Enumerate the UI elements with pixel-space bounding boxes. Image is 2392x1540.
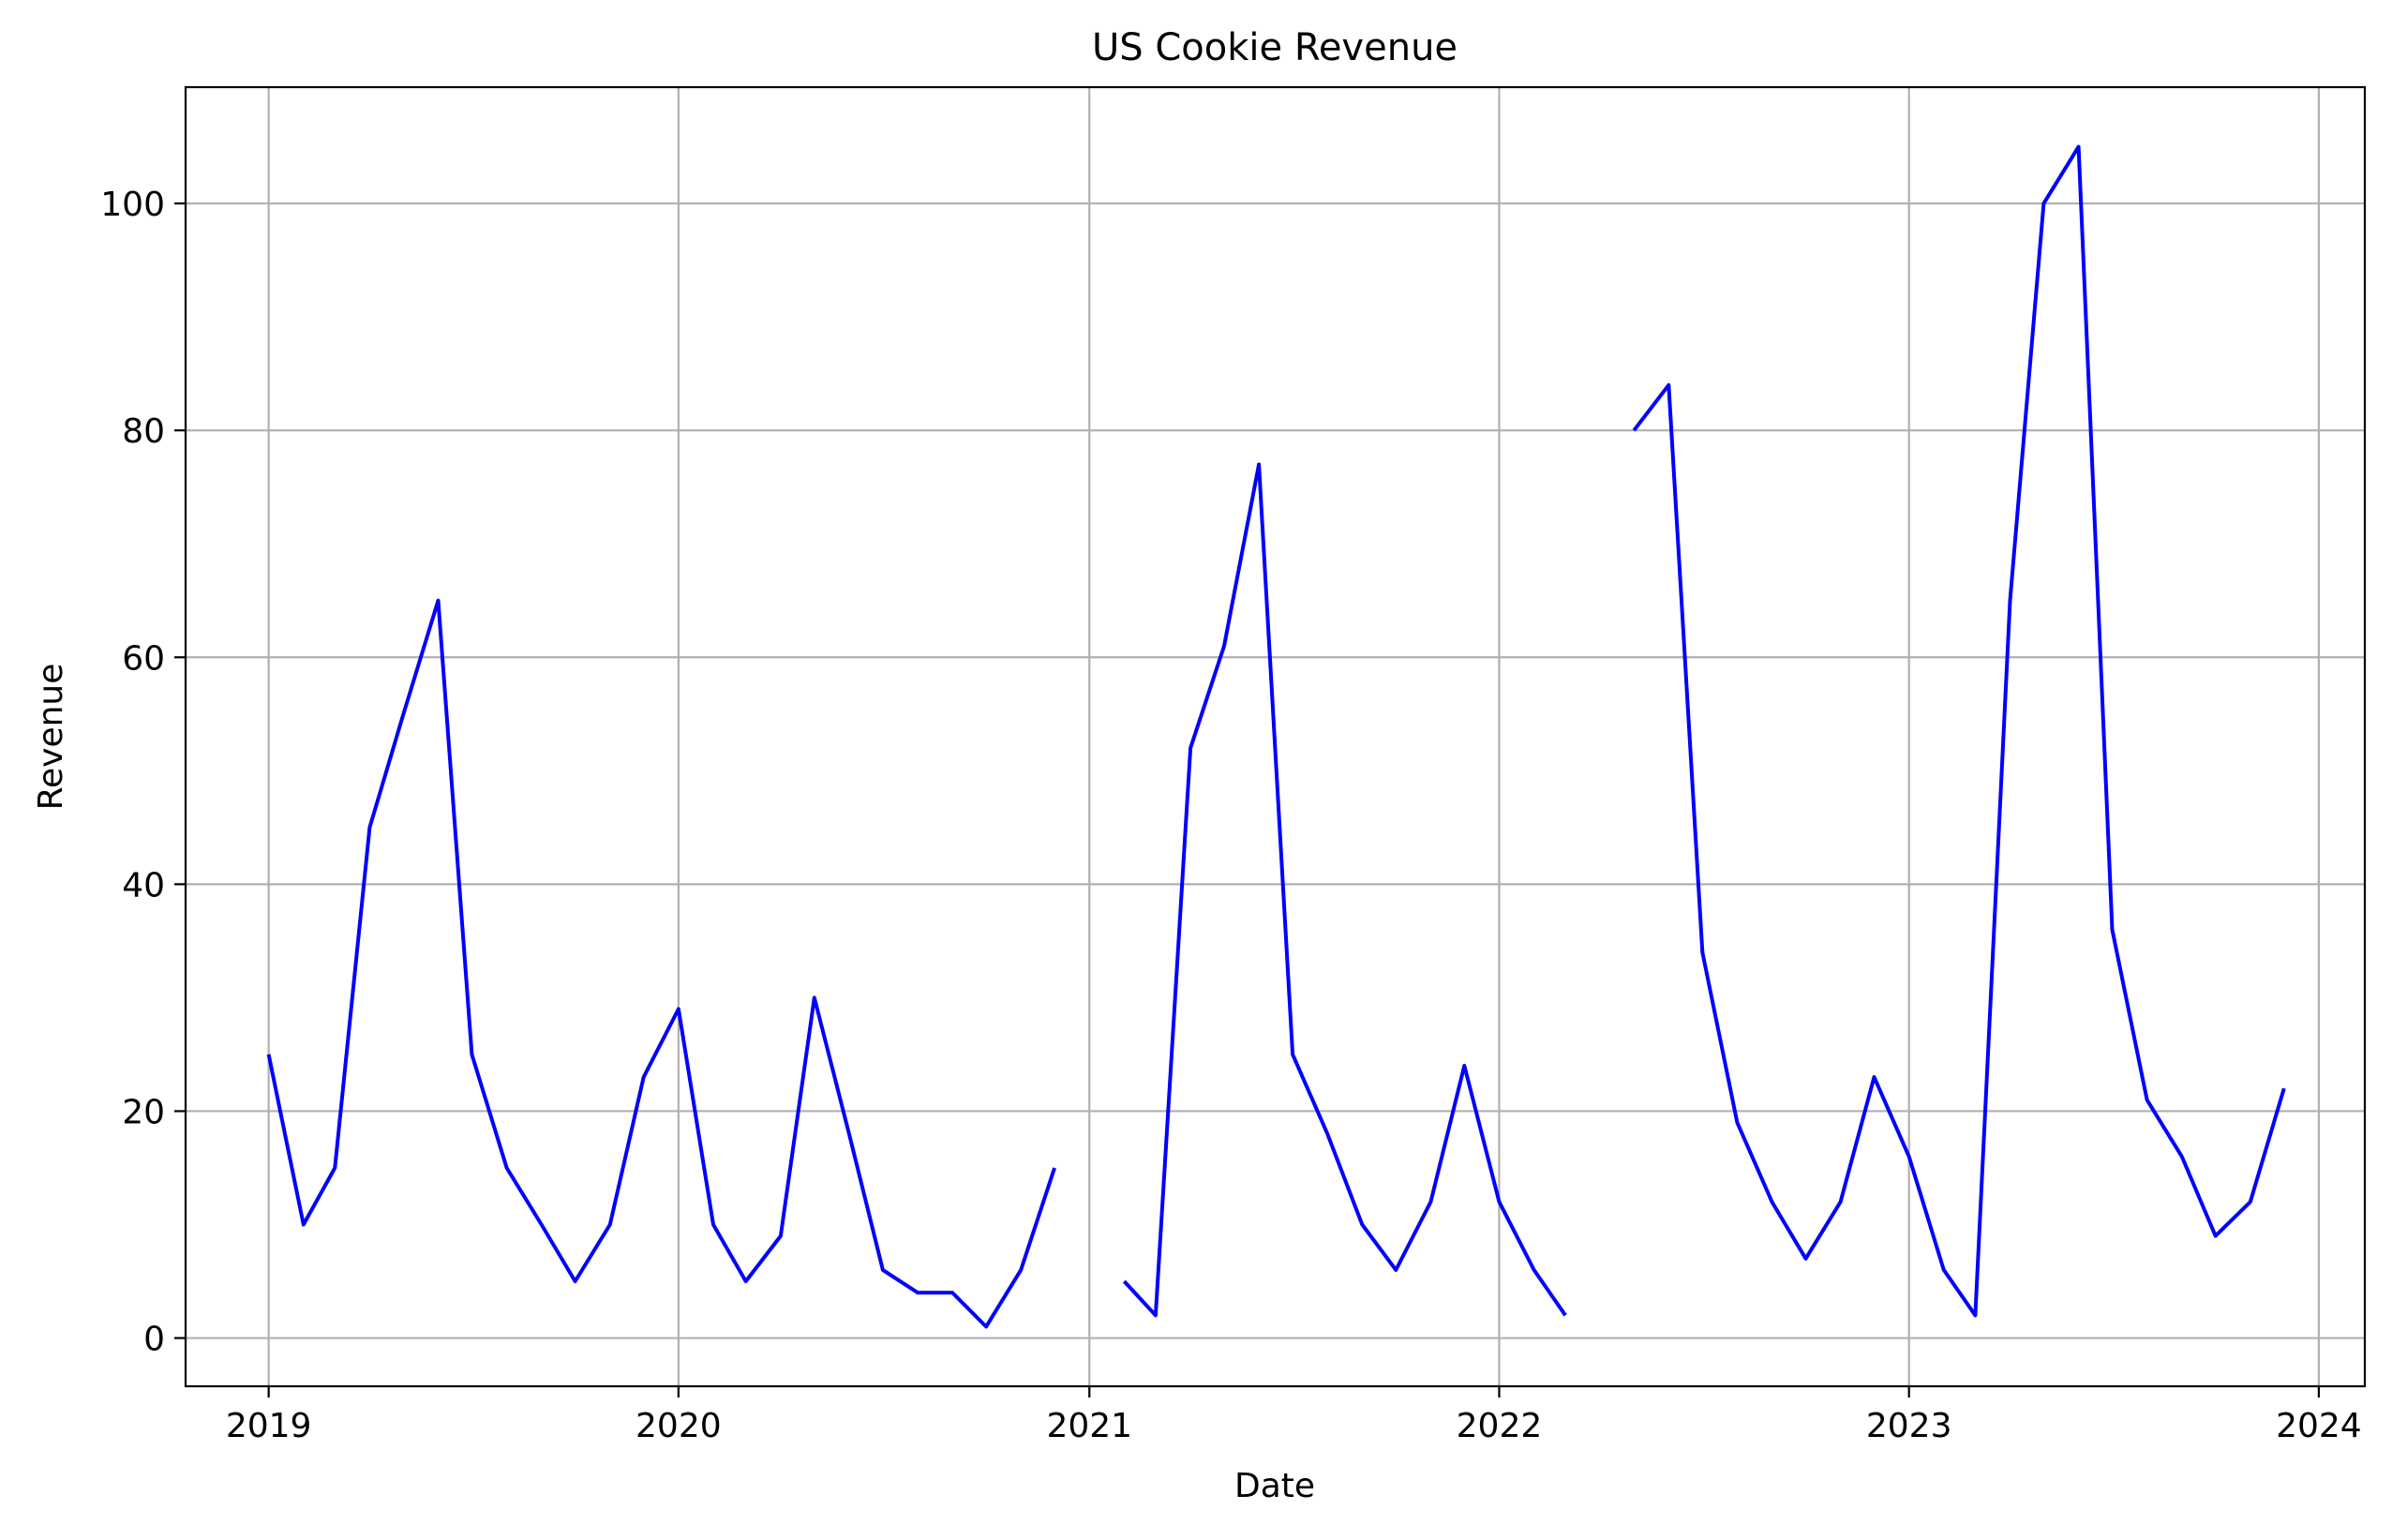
y-tick-label: 60 xyxy=(122,639,165,678)
y-tick-label: 100 xyxy=(100,186,165,224)
chart-title: US Cookie Revenue xyxy=(1092,26,1458,69)
series-line-segment xyxy=(266,598,1056,1329)
y-tick-label: 20 xyxy=(122,1093,165,1131)
plot-frame xyxy=(184,85,2367,1388)
x-axis-label: Date xyxy=(1234,1467,1315,1505)
x-tick-label: 2024 xyxy=(2276,1407,2362,1445)
x-tick-label: 2019 xyxy=(226,1407,312,1445)
x-tick-label: 2020 xyxy=(635,1407,722,1445)
x-tick-label: 2022 xyxy=(1457,1407,1543,1445)
series-line-segment xyxy=(1632,144,2286,1318)
y-tick-label: 40 xyxy=(122,866,165,905)
x-tick-label: 2021 xyxy=(1046,1407,1132,1445)
y-tick-label: 0 xyxy=(143,1321,165,1359)
series-line-segment xyxy=(1122,462,1567,1318)
grid xyxy=(186,87,2365,1386)
y-axis-label: Revenue xyxy=(32,664,70,811)
y-tick-label: 80 xyxy=(122,412,165,451)
x-tick-label: 2023 xyxy=(1866,1407,1952,1445)
series-lines xyxy=(266,144,2286,1329)
axis-ticks: 2019 2020 2021 2022 2023 2024 0 20 40 60 80 100 xyxy=(100,186,2361,1445)
